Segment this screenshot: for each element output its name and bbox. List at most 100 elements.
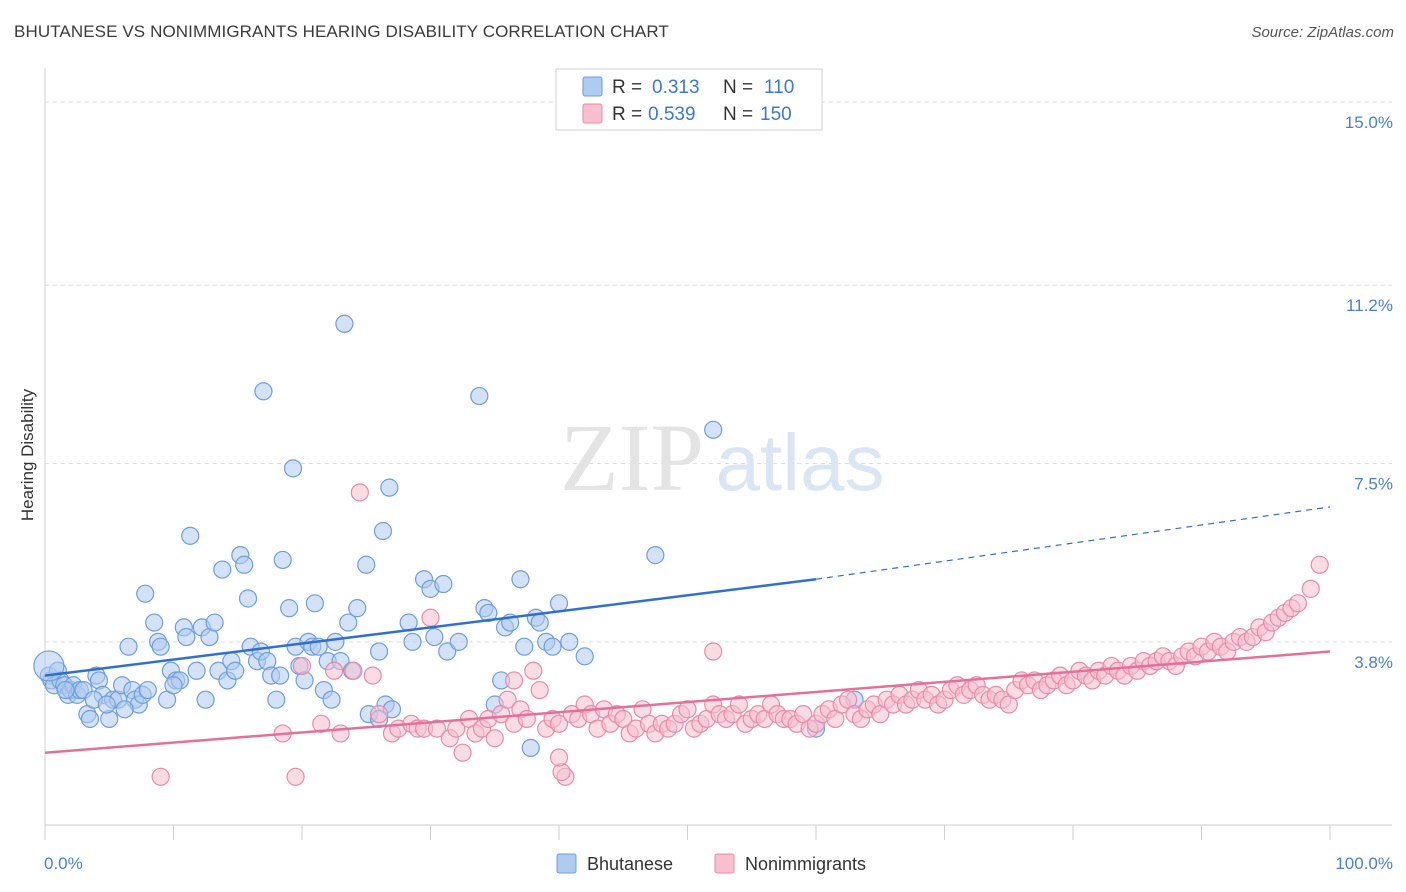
nonimmigrants-point <box>292 656 312 676</box>
bhutanese-point <box>235 555 254 574</box>
series-nonimmigrants <box>151 483 1329 786</box>
chart-source: Source: ZipAtlas.com <box>1251 24 1394 41</box>
legend-r-value: 0.313 <box>652 77 700 98</box>
x-tick-label: 0.0% <box>44 854 83 873</box>
bhutanese-point <box>357 555 376 574</box>
legend-r-label: R = <box>612 104 642 125</box>
bhutanese-point <box>145 613 164 632</box>
bhutanese-point <box>119 637 138 656</box>
nonimmigrants-point <box>370 705 389 724</box>
bottom-legend-bhutanese: Bhutanese <box>587 854 673 874</box>
bhutanese-point <box>403 632 422 651</box>
nonimmigrants-point <box>678 700 697 719</box>
bhutanese-point <box>271 666 290 685</box>
y-tick-label: 11.2% <box>1346 296 1393 315</box>
bhutanese-point <box>339 613 358 632</box>
bhutanese-point <box>530 613 549 632</box>
bhutanese-point <box>213 560 232 579</box>
bhutanese-point <box>449 632 468 651</box>
bhutanese-point <box>56 680 75 700</box>
legend-n-label: N = <box>723 77 753 98</box>
nonimmigrants-point <box>421 608 440 627</box>
legend-n-value: 110 <box>764 77 794 98</box>
bhutanese-point <box>273 550 292 570</box>
nonimmigrants-point <box>549 748 569 767</box>
nonimmigrants-point <box>485 729 504 748</box>
bhutanese-point <box>511 570 530 589</box>
nonimmigrants-point <box>427 719 447 738</box>
grid-lines <box>45 101 1392 643</box>
nonimmigrants-point <box>498 690 517 709</box>
nonimmigrants-point <box>530 680 549 700</box>
bhutanese-point <box>254 382 273 401</box>
x-tick-label: 100.0% <box>1335 854 1393 873</box>
x-tick-labels: 0.0% 100.0% <box>44 854 1393 873</box>
bhutanese-point <box>164 676 183 695</box>
bhutanese-point <box>151 637 170 656</box>
legend-swatch-nonimmigrants <box>582 103 603 124</box>
bhutanese-point <box>33 650 65 682</box>
bottom-legend: Bhutanese Nonimmigrants <box>556 853 866 874</box>
bhutanese-point <box>470 386 489 406</box>
bhutanese-point <box>549 594 569 613</box>
bhutanese-point <box>335 314 354 333</box>
bhutanese-point <box>138 680 157 700</box>
bhutanese-point <box>521 738 540 757</box>
bhutanese-point <box>181 526 200 545</box>
nonimmigrants-point <box>1288 594 1307 613</box>
watermark-zip: ZIP <box>560 404 704 511</box>
bhutanese-point <box>380 478 399 497</box>
bhutanese-point <box>425 627 444 647</box>
bhutanese-point <box>226 661 245 680</box>
bhutanese-point <box>267 690 286 709</box>
bhutanese-trend-extension <box>815 506 1331 580</box>
y-tick-label: 15.0% <box>1345 113 1393 132</box>
bhutanese-point <box>704 420 723 439</box>
bhutanese-point <box>646 546 665 565</box>
y-tick-label: 3.8% <box>1354 653 1393 672</box>
bhutanese-point <box>543 637 562 656</box>
legend-n-value: 150 <box>760 104 792 125</box>
bhutanese-point <box>97 695 116 714</box>
nonimmigrants-point <box>504 671 524 690</box>
bhutanese-point <box>560 632 579 651</box>
legend-swatch-bhutanese <box>582 76 603 97</box>
nonimmigrants-point <box>524 661 543 680</box>
bhutanese-point <box>575 647 594 666</box>
bhutanese-point <box>80 709 100 729</box>
y-axis-label: Hearing Disability <box>18 388 37 521</box>
nonimmigrants-point <box>325 661 344 680</box>
nonimmigrants-point <box>729 695 749 714</box>
nonimmigrants-trend-line <box>44 650 1331 754</box>
bhutanese-point <box>305 594 324 613</box>
bhutanese-point <box>136 584 155 603</box>
nonimmigrants-point <box>331 724 350 743</box>
nonimmigrants-point <box>363 666 382 685</box>
bhutanese-point <box>283 459 303 478</box>
nonimmigrants-point <box>151 767 170 786</box>
bhutanese-point <box>326 632 345 651</box>
bottom-legend-nonimmigrants: Nonimmigrants <box>745 854 866 874</box>
watermark-atlas: atlas <box>716 418 885 507</box>
nonimmigrants-point <box>1301 579 1320 598</box>
bhutanese-point <box>515 637 534 656</box>
bhutanese-point <box>238 589 258 608</box>
trend-lines <box>44 506 1331 754</box>
bhutanese-point <box>177 627 196 647</box>
nonimmigrants-point <box>549 714 569 733</box>
axes <box>44 68 1392 840</box>
bhutanese-point <box>205 613 224 632</box>
y-tick-label: 7.5% <box>1354 475 1393 494</box>
bhutanese-point <box>434 574 453 594</box>
legend-n-label: N = <box>723 104 753 125</box>
bhutanese-point <box>348 599 367 618</box>
bhutanese-point <box>370 642 389 661</box>
legend-r-label: R = <box>612 77 642 98</box>
nonimmigrants-point <box>453 743 472 762</box>
bhutanese-trend-line <box>44 577 817 677</box>
top-legend: R = 0.313 N = 110 R = 0.539 N = 150 <box>555 68 823 131</box>
legend-r-value: 0.539 <box>648 104 696 125</box>
y-tick-labels: 3.8% 7.5% 11.2% 15.0% <box>1345 113 1393 672</box>
nonimmigrants-point <box>704 642 723 661</box>
